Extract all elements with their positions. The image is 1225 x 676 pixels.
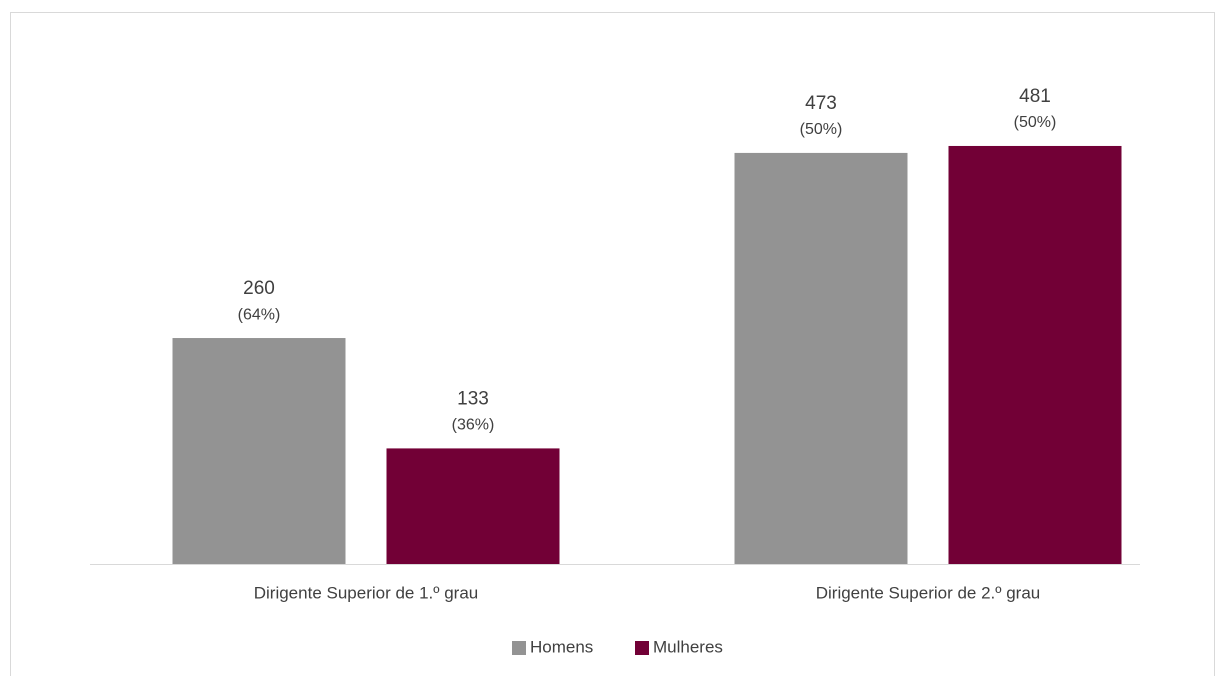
legend-swatch xyxy=(512,641,526,655)
share-label: (64%) xyxy=(238,306,281,323)
bar xyxy=(172,338,346,564)
data-label: 260 xyxy=(243,278,275,299)
data-label: 133 xyxy=(457,388,489,409)
bar xyxy=(386,448,560,564)
x-tick-label: Dirigente Superior de 2.º grau xyxy=(816,583,1041,602)
share-label: (36%) xyxy=(452,417,495,434)
legend-swatch xyxy=(635,641,649,655)
data-label: 481 xyxy=(1019,86,1051,107)
legend-label: Mulheres xyxy=(653,637,723,656)
bar xyxy=(948,145,1122,564)
bar xyxy=(734,152,908,565)
chart-frame xyxy=(10,12,1215,676)
x-tick-label: Dirigente Superior de 1.º grau xyxy=(254,583,479,602)
share-label: (50%) xyxy=(1014,114,1057,131)
legend-label: Homens xyxy=(530,637,593,656)
share-label: (50%) xyxy=(800,121,843,138)
data-label: 473 xyxy=(805,93,837,114)
